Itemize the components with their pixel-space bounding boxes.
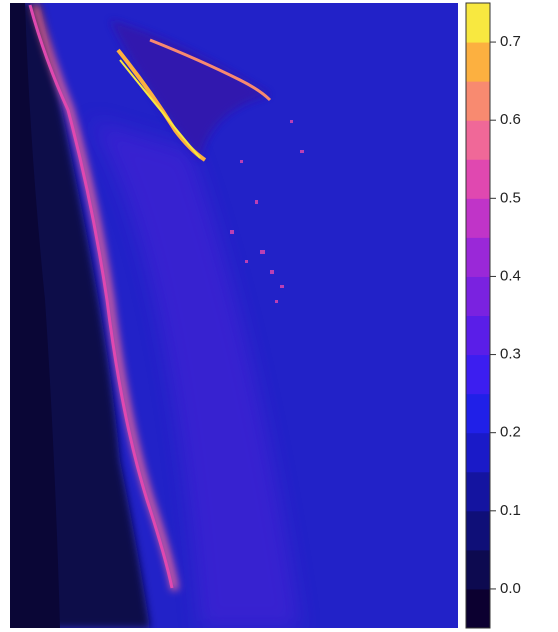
raster-map — [10, 3, 458, 628]
color-band — [466, 276, 490, 316]
color-band — [466, 393, 490, 434]
color-band — [466, 315, 490, 356]
tick-label: 0.6 — [500, 111, 521, 128]
color-band — [466, 432, 490, 473]
color-band — [466, 159, 490, 199]
color-band — [466, 81, 490, 121]
color-band — [466, 120, 490, 160]
tick-label: 0.7 — [500, 33, 521, 50]
color-band — [466, 588, 490, 629]
color-band — [466, 471, 490, 512]
tick-label: 0.3 — [500, 346, 521, 363]
color-band — [466, 549, 490, 590]
color-band — [466, 354, 490, 395]
color-band — [466, 42, 490, 82]
colorbar-frame — [465, 2, 491, 629]
tick-label: 0.1 — [500, 502, 521, 519]
tick-label: 0.0 — [500, 580, 521, 597]
tick-label: 0.2 — [500, 424, 521, 441]
tick-label: 0.5 — [500, 189, 521, 206]
color-band — [466, 510, 490, 551]
color-band — [466, 237, 490, 277]
color-band — [466, 198, 490, 238]
tick-label: 0.4 — [500, 267, 521, 284]
color-band — [466, 3, 490, 43]
colorbar: 0.0 0.1 0.2 0.3 0.4 0.5 0.6 0.7 — [465, 2, 521, 629]
